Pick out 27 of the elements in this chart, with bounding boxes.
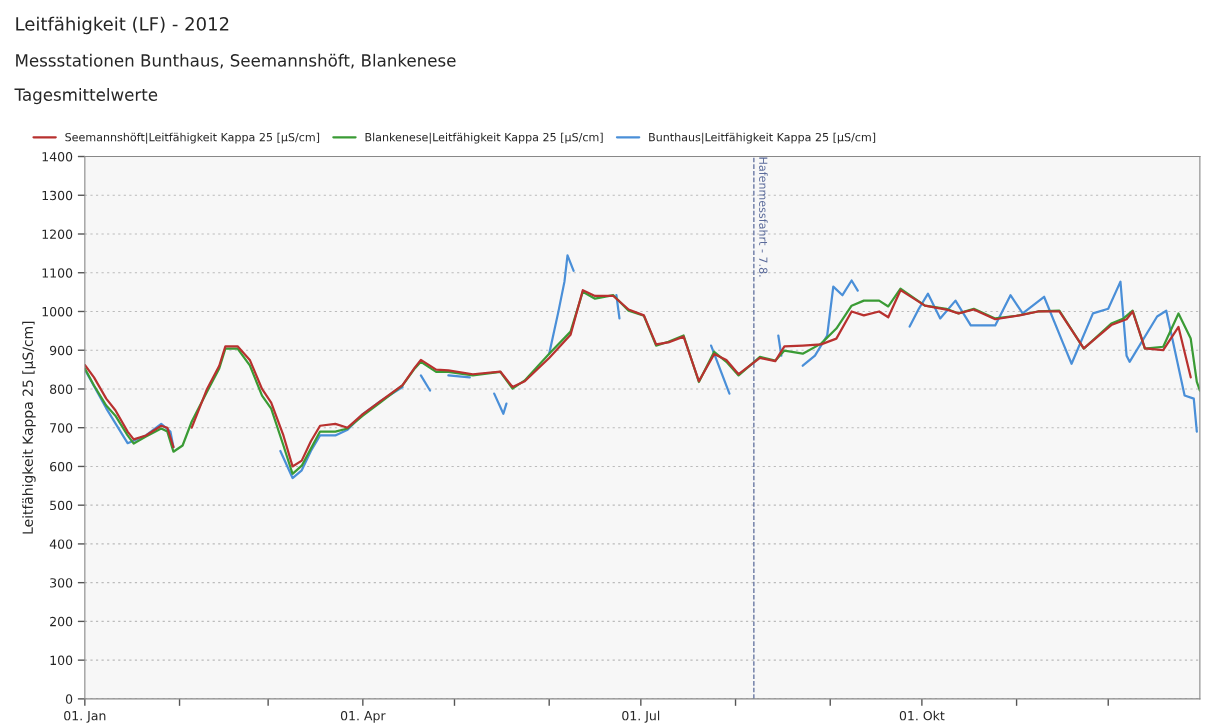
y-tick-label: 300 [50, 578, 73, 588]
y-tick-label: 600 [50, 461, 73, 472]
x-tick-label: 01. Apr [340, 710, 386, 723]
legend-label: Seemannshöft|Leitfähigkeit Kappa 25 [µS/cm] [65, 132, 320, 144]
text: Tagesmittelwerte [14, 88, 158, 105]
y-tick-label: 1000 [42, 306, 73, 317]
y-tick-label: 100 [50, 655, 73, 666]
chart-title: Leitfähigkeit (LF) - 2012 [16, 16, 229, 35]
x-tick-label: 01. Okt [899, 710, 945, 721]
y-tick-label: 1400 [42, 151, 73, 162]
y-tick-label: 500 [50, 500, 73, 511]
x-tick-label: 01. Jan [64, 710, 106, 723]
y-tick-label: 1100 [42, 268, 73, 278]
y-axis-title: Leitfähigkeit Kappa 25 [µS/cm] [22, 321, 36, 534]
y-tick-label: 200 [50, 616, 73, 627]
y-tick-label: 1200 [42, 229, 73, 239]
y-tick-label: 400 [49, 539, 73, 549]
y-tick-label: 800 [50, 384, 73, 394]
chart-subtitle: Messstationen Bunthaus, Seemannshöft, Blankenese [16, 53, 456, 69]
legend-label: Bunthaus|Leitfähigkeit Kappa 25 [µS/cm] [649, 132, 876, 144]
y-tick-label: 0 [65, 694, 73, 704]
y-tick-label: 900 [49, 345, 73, 356]
y-tick-label: 1300 [42, 190, 73, 201]
ref-line-label: Hafenmessfahrt - 7.8. [759, 157, 768, 277]
y-tick-label: 700 [50, 423, 73, 433]
legend-label: Blankenese|Leitfähigkeit Kappa 25 [µS/cm] [365, 132, 603, 144]
x-tick-label: 01. Jul [622, 710, 660, 723]
